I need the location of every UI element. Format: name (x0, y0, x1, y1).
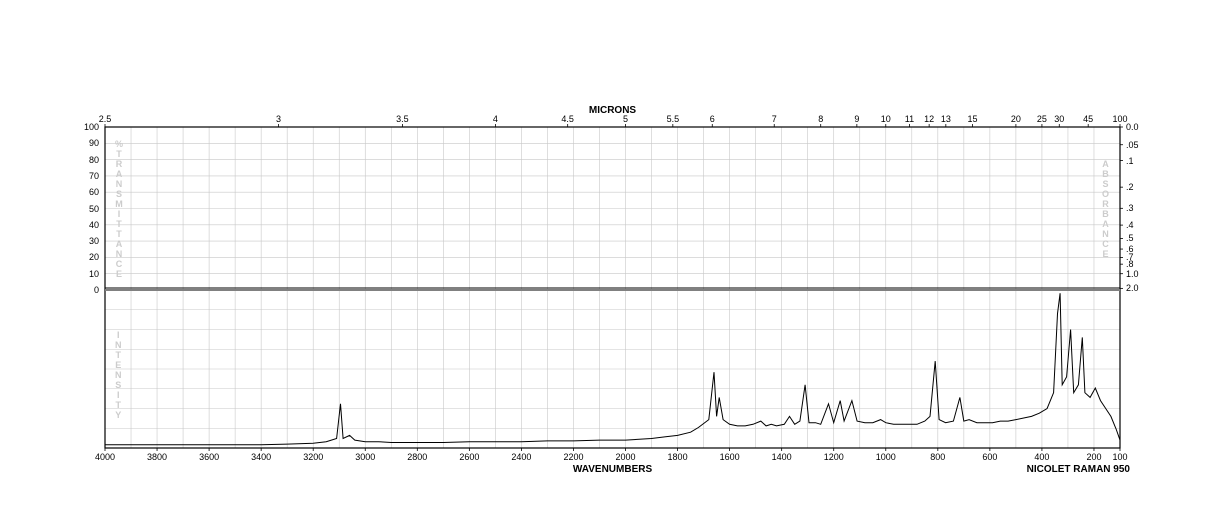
instrument-label: NICOLET RAMAN 950 (990, 464, 1130, 475)
xtick-micron-6: 6 (710, 114, 715, 124)
xtick-wn-3600: 3600 (199, 452, 219, 462)
xtick-micron-5.5: 5.5 (667, 114, 680, 124)
bottom-axis-title: WAVENUMBERS (573, 464, 652, 475)
ytick-trans-50: 50 (89, 204, 99, 214)
ytick-trans-10: 10 (89, 269, 99, 279)
ytick-trans-0: 0 (94, 285, 99, 295)
xtick-wn-2600: 2600 (459, 452, 479, 462)
xtick-wn-2800: 2800 (407, 452, 427, 462)
xtick-wn-1400: 1400 (772, 452, 792, 462)
xtick-wn-3200: 3200 (303, 452, 323, 462)
xtick-wn-400: 400 (1034, 452, 1049, 462)
xtick-micron-9: 9 (854, 114, 859, 124)
xtick-micron-45: 45 (1083, 114, 1093, 124)
xtick-micron-13: 13 (941, 114, 951, 124)
ytick-abs-0.2: .2 (1126, 182, 1134, 192)
xtick-micron-4.5: 4.5 (561, 114, 574, 124)
xtick-wn-1600: 1600 (720, 452, 740, 462)
ytick-trans-40: 40 (89, 220, 99, 230)
xtick-wn-3000: 3000 (355, 452, 375, 462)
xtick-wn-4000: 4000 (95, 452, 115, 462)
ytick-abs-0: 0.0 (1126, 122, 1139, 132)
ytick-trans-80: 80 (89, 155, 99, 165)
ytick-trans-30: 30 (89, 236, 99, 246)
xtick-micron-3.5: 3.5 (396, 114, 409, 124)
xtick-wn-2400: 2400 (511, 452, 531, 462)
xtick-micron-30: 30 (1054, 114, 1064, 124)
ytick-abs-0.8: .8 (1126, 259, 1134, 269)
xtick-wn-600: 600 (982, 452, 997, 462)
xtick-micron-20: 20 (1011, 114, 1021, 124)
ytick-abs-0.4: .4 (1126, 220, 1134, 230)
ytick-abs-1: 1.0 (1126, 269, 1139, 279)
xtick-wn-800: 800 (930, 452, 945, 462)
xtick-micron-11: 11 (905, 114, 914, 124)
xtick-wn-3800: 3800 (147, 452, 167, 462)
xtick-micron-4: 4 (493, 114, 498, 124)
ytick-trans-100: 100 (84, 122, 99, 132)
xtick-micron-7: 7 (772, 114, 777, 124)
xtick-micron-8: 8 (818, 114, 823, 124)
xtick-micron-100: 100 (1112, 114, 1127, 124)
ytick-trans-70: 70 (89, 171, 99, 181)
xtick-micron-10: 10 (881, 114, 891, 124)
transmittance-label: %TRANSMITTANCE (115, 139, 123, 279)
xtick-wn-1200: 1200 (824, 452, 844, 462)
absorbance-label: ABSORBANCE (1102, 159, 1109, 259)
chart-svg (0, 0, 1224, 528)
spectrum-chart: 01020304050607080901000.0.05.1.2.3.4.5.6… (0, 0, 1224, 528)
ytick-trans-20: 20 (89, 252, 99, 262)
xtick-micron-12: 12 (924, 114, 934, 124)
xtick-wn-3400: 3400 (251, 452, 271, 462)
xtick-micron-3: 3 (276, 114, 281, 124)
xtick-wn-1800: 1800 (668, 452, 688, 462)
xtick-micron-25: 25 (1037, 114, 1047, 124)
ytick-abs-0.3: .3 (1126, 203, 1134, 213)
top-axis-title: MICRONS (589, 105, 636, 116)
xtick-wn-2200: 2200 (563, 452, 583, 462)
xtick-wn-2000: 2000 (615, 452, 635, 462)
ytick-trans-60: 60 (89, 187, 99, 197)
ytick-abs-0.1: .1 (1126, 156, 1134, 166)
intensity-label: INTENSITY (115, 330, 122, 420)
ytick-abs-0.05: .05 (1126, 140, 1139, 150)
xtick-wn-100: 100 (1112, 452, 1127, 462)
ytick-trans-90: 90 (89, 138, 99, 148)
xtick-micron-15: 15 (968, 114, 978, 124)
ytick-abs-0.5: .5 (1126, 233, 1134, 243)
xtick-micron-2.5: 2.5 (99, 114, 112, 124)
xtick-wn-200: 200 (1086, 452, 1101, 462)
ytick-abs-2: 2.0 (1126, 283, 1139, 293)
xtick-wn-1000: 1000 (876, 452, 896, 462)
